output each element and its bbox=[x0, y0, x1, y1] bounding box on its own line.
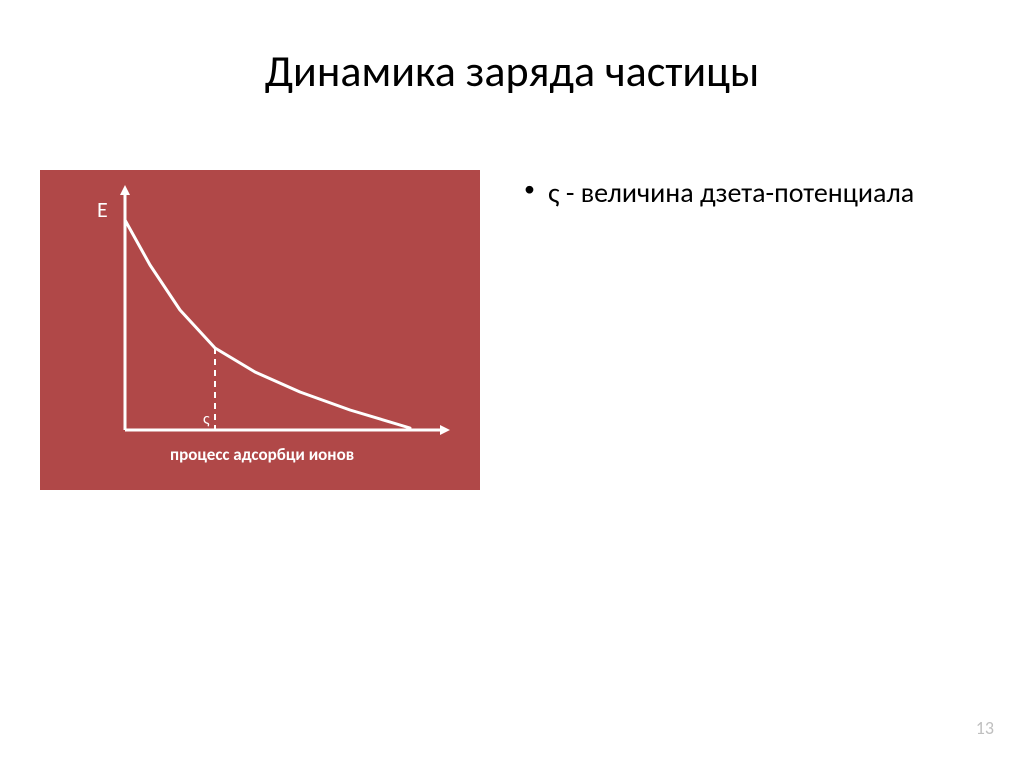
svg-text:E: E bbox=[97, 196, 108, 223]
page-number: 13 bbox=[976, 717, 994, 739]
bullet-item: ς - величина дзета-потенциала bbox=[520, 175, 980, 210]
svg-text:ς: ς bbox=[203, 410, 210, 429]
bullet-list: ς - величина дзета-потенциала bbox=[520, 175, 980, 210]
chart-container: Eς процесс адсорбци ионов bbox=[40, 170, 480, 490]
slide-title: Динамика заряда частицы bbox=[0, 44, 1024, 98]
svg-text:процесс адсорбци ионов: процесс адсорбци ионов bbox=[170, 444, 354, 465]
chart-svg: Eς процесс адсорбци ионов bbox=[40, 170, 480, 490]
